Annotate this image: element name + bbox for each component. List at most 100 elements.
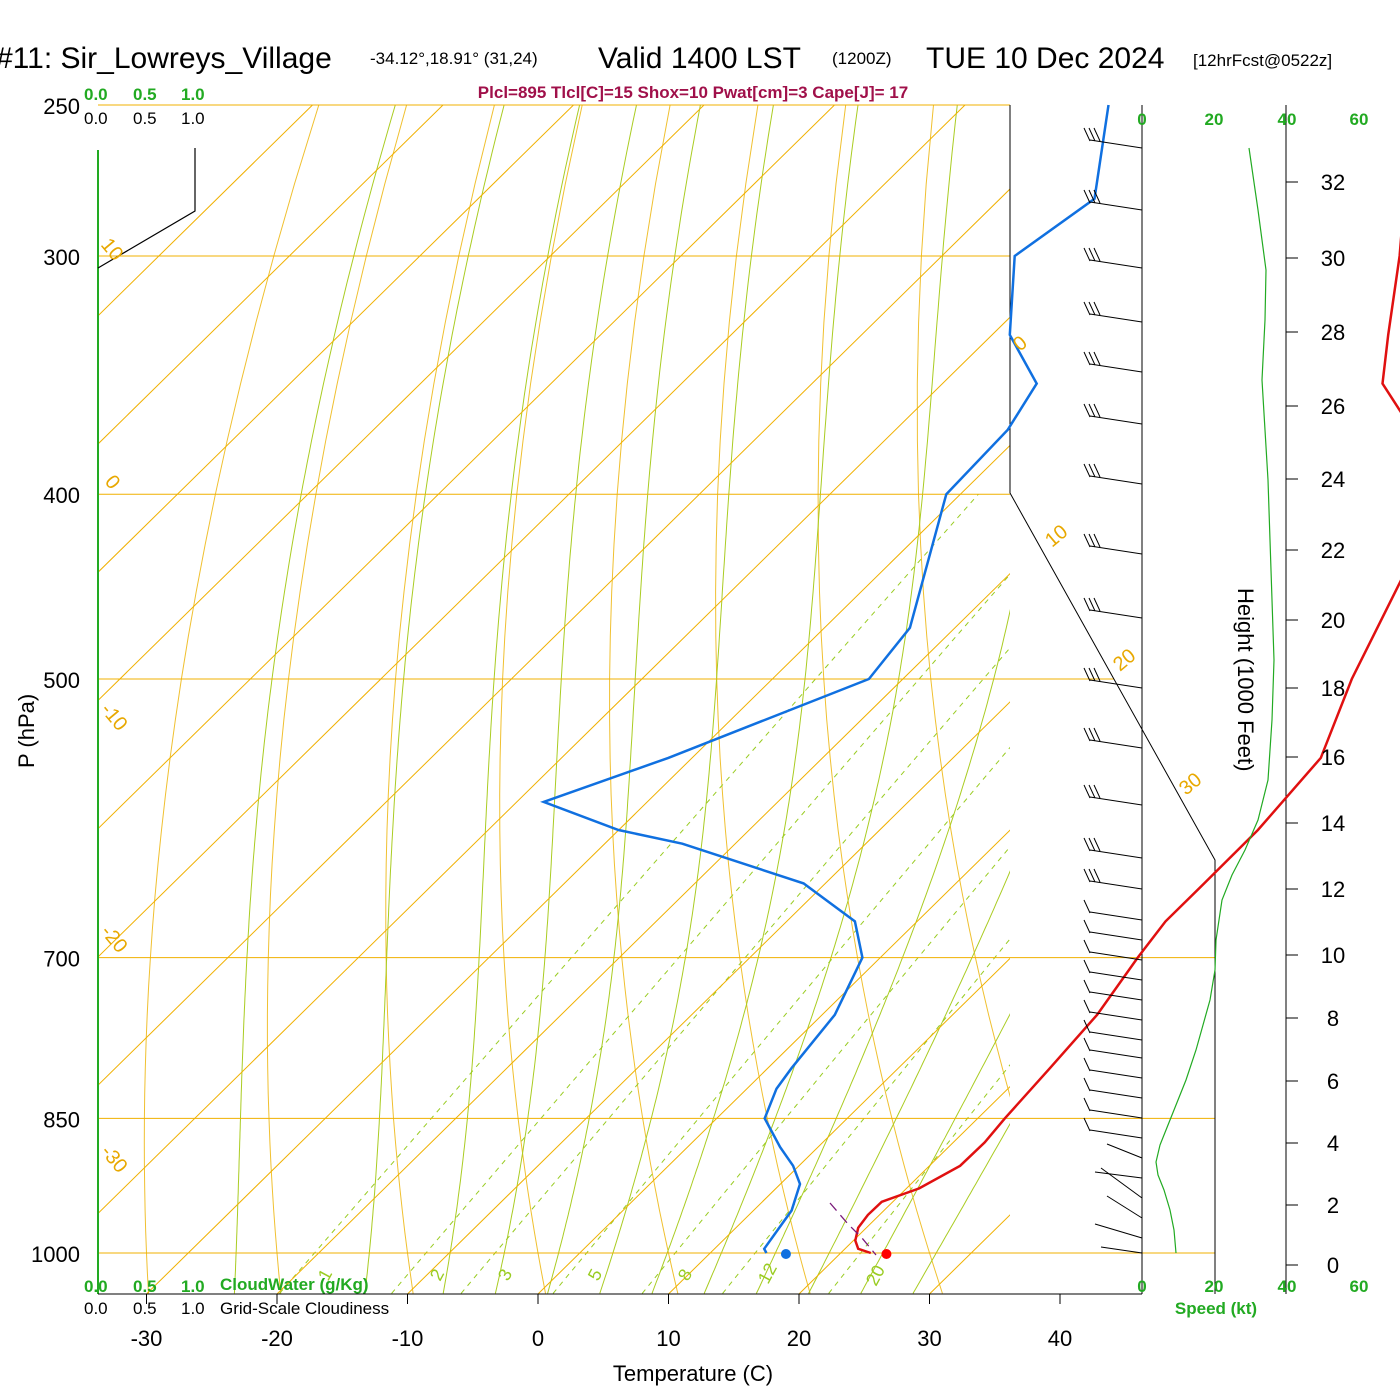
isobars — [98, 104, 1215, 1254]
mixing-line-8 — [641, 846, 1010, 1294]
wind-barb-14 — [1083, 899, 1143, 921]
temperature-axis-label: Temperature (C) — [613, 1361, 773, 1386]
height-tick-16: 16 — [1321, 745, 1345, 770]
mixing-ratio-labels: 1 2 3 5 8 12 20 — [314, 1260, 889, 1289]
zulu-time: (1200Z) — [832, 49, 892, 68]
wind-barb-feather-9-0 — [1083, 667, 1091, 682]
pressure-tick-850: 850 — [43, 1107, 80, 1132]
isotherm--110 — [98, 105, 313, 317]
wind-barb-12 — [1083, 837, 1143, 859]
wind-barb-feather-7-2 — [1093, 533, 1101, 548]
mixing-line-1 — [279, 493, 979, 1294]
wind-barb-staff-26 — [1106, 1143, 1143, 1159]
wind-barb-staff-21 — [1089, 1049, 1143, 1059]
dry-adiabat-60 — [1107, 105, 1340, 1293]
mixing-label-5: 5 — [584, 1266, 606, 1284]
wind-barb-staff-5 — [1089, 415, 1143, 425]
height-axis-label: Height (1000 Feet) — [1233, 588, 1258, 771]
wind-barb-26 — [1106, 1143, 1143, 1159]
wind-barb-feather-4-2 — [1093, 351, 1101, 366]
wind-barb-staff-29 — [1106, 1195, 1143, 1219]
wind-barb-feather-11-1 — [1088, 784, 1096, 799]
wind-barb-feather-8-1 — [1088, 597, 1096, 612]
wind-barb-staff-20 — [1089, 1031, 1143, 1041]
wind-barb-staff-9 — [1089, 679, 1143, 689]
moist-adiabat--10 — [364, 105, 505, 1294]
wind-barb-25 — [1083, 1117, 1143, 1139]
isotherm--50 — [98, 188, 1010, 1086]
mixing-label-2: 2 — [426, 1266, 448, 1284]
wind-barb-27 — [1094, 1171, 1143, 1179]
wind-barb-feather-4-1 — [1088, 351, 1096, 366]
wind-barb-17 — [1083, 959, 1143, 981]
isotherm-label-right-0: 0 — [1009, 332, 1032, 356]
height-tick-0: 0 — [1327, 1253, 1339, 1278]
isotherm-label-right-30: 30 — [1175, 769, 1206, 800]
pressure-tick-500: 500 — [43, 668, 80, 693]
wind-barb-feather-1-1 — [1088, 189, 1096, 204]
wind-barb-6 — [1083, 463, 1143, 485]
dry-adiabat-0 — [499, 105, 583, 1294]
temp-tick--20: -20 — [261, 1326, 293, 1351]
wind-barb-feather-5-2 — [1093, 403, 1101, 418]
surface-dewpoint-marker — [780, 1249, 791, 1259]
wind-barb-staff-8 — [1089, 609, 1143, 619]
wind-barb-19 — [1083, 999, 1143, 1021]
wind-barb-feather-12-0 — [1083, 837, 1091, 852]
height-tick-28: 28 — [1321, 320, 1345, 345]
temperature-profile — [854, 235, 1400, 1255]
dry-adiabat-10 — [609, 105, 679, 1294]
moist-adiabats — [233, 105, 1010, 1294]
wind-barb-staff-12 — [1089, 849, 1143, 859]
wind-barb-feather-2-2 — [1093, 247, 1101, 262]
title-line: #11: Sir_Lowreys_Village -34.12°,18.91° … — [0, 42, 1332, 75]
height-tick-32: 32 — [1321, 170, 1345, 195]
wind-barb-feather-10-2 — [1093, 727, 1101, 742]
moist-adiabat-28 — [860, 1013, 1010, 1294]
moist-adiabat-32 — [912, 1122, 1010, 1294]
wind-barb-9 — [1083, 667, 1143, 689]
dry-adiabat--20 — [266, 105, 408, 1294]
isotherm--90 — [98, 105, 574, 573]
wind-barb-feather-2-0 — [1083, 247, 1091, 262]
speed-tick-top-40: 40 — [1278, 110, 1297, 129]
wind-barbs — [1083, 127, 1143, 1254]
wind-barb-feather-13-1 — [1088, 868, 1096, 883]
pressure-tick-250: 250 — [43, 94, 80, 119]
pressure-tick-400: 400 — [43, 483, 80, 508]
moist-adiabat-4 — [547, 105, 701, 1294]
speed-tick-bottom-20: 20 — [1205, 1277, 1224, 1296]
wind-barb-feather-0-2 — [1093, 127, 1101, 142]
cloudwater-label: CloudWater (g/Kg) — [220, 1275, 369, 1294]
cloudiness-label: Grid-Scale Cloudiness — [220, 1299, 389, 1318]
height-tick-12: 12 — [1321, 877, 1345, 902]
bottom-green-1: 1.0 — [181, 1277, 205, 1296]
wind-barb-staff-23 — [1089, 1089, 1143, 1099]
isotherm--60 — [98, 105, 966, 958]
height-tick-4: 4 — [1327, 1131, 1339, 1156]
moist-adiabat-0 — [494, 105, 637, 1294]
isotherm--10 — [407, 701, 1010, 1294]
height-tick-8: 8 — [1327, 1006, 1339, 1031]
wind-barb-10 — [1083, 727, 1143, 749]
wind-barb-feather-17-0 — [1083, 959, 1091, 974]
isotherm--30 — [146, 444, 1010, 1294]
top-green-0: 0.0 — [84, 85, 108, 104]
bottom-black-1: 1.0 — [181, 1299, 205, 1318]
wind-barb-feather-23-0 — [1083, 1077, 1091, 1092]
wind-barb-feather-10-1 — [1088, 727, 1096, 742]
wind-barb-3 — [1083, 301, 1143, 323]
temperature-axis: -30 -20 -10 0 10 20 30 40 — [131, 1294, 1072, 1351]
wind-barb-staff-3 — [1089, 313, 1143, 323]
isotherm--80 — [98, 105, 705, 702]
wind-barb-feather-20-0 — [1083, 1019, 1091, 1034]
pressure-tick-300: 300 — [43, 245, 80, 270]
wind-barb-23 — [1083, 1077, 1143, 1099]
wind-barb-2 — [1083, 247, 1143, 269]
moist-adiabat--4 — [442, 105, 581, 1294]
top-cloud-scale: 0.0 0.5 1.0 0.0 0.5 1.0 — [84, 85, 205, 128]
speed-axis-label: Speed (kt) — [1175, 1299, 1257, 1318]
valid-date: TUE 10 Dec 2024 — [926, 42, 1164, 75]
isotherm-label-right-10: 10 — [1041, 521, 1072, 552]
